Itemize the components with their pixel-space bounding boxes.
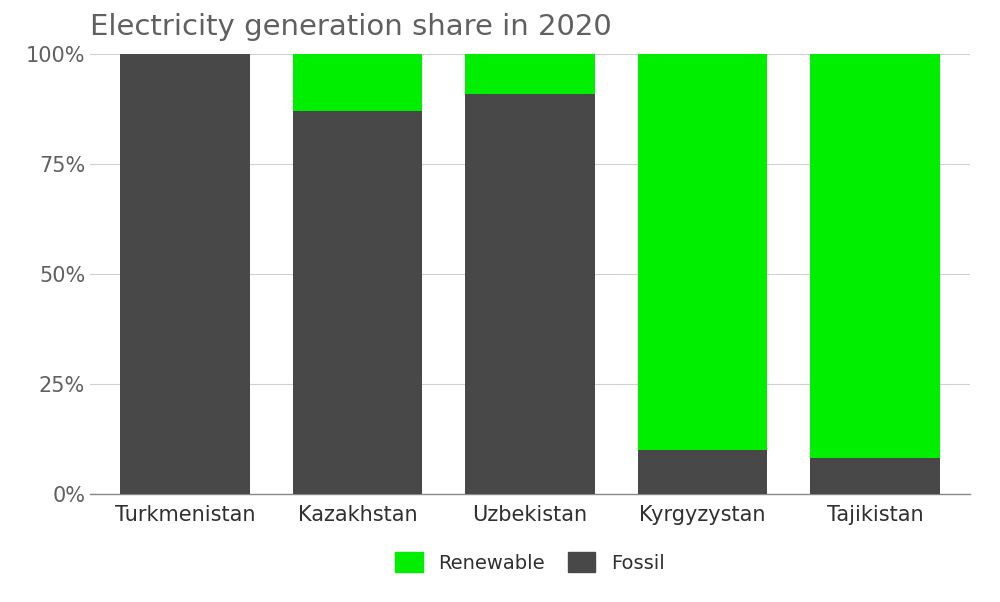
Bar: [465, 94, 595, 494]
Bar: [293, 54, 422, 111]
Bar: [465, 54, 595, 94]
Bar: [810, 54, 940, 459]
Legend: Renewable, Fossil: Renewable, Fossil: [388, 545, 672, 580]
Bar: [810, 459, 940, 494]
Text: Electricity generation share in 2020: Electricity generation share in 2020: [90, 13, 612, 41]
Bar: [638, 54, 767, 450]
Bar: [293, 111, 422, 494]
Bar: [638, 450, 767, 494]
Bar: [120, 54, 250, 494]
